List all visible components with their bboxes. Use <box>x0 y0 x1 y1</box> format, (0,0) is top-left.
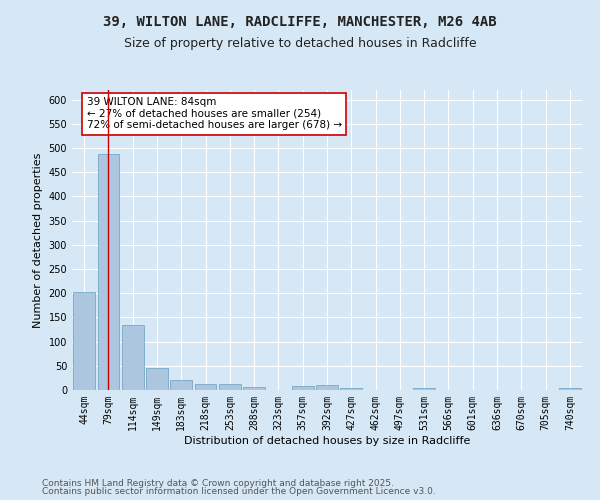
Bar <box>340 388 362 390</box>
Bar <box>122 324 143 390</box>
Bar <box>413 388 435 390</box>
Bar <box>170 380 192 390</box>
X-axis label: Distribution of detached houses by size in Radcliffe: Distribution of detached houses by size … <box>184 436 470 446</box>
Bar <box>97 154 119 390</box>
Text: Contains HM Land Registry data © Crown copyright and database right 2025.: Contains HM Land Registry data © Crown c… <box>42 478 394 488</box>
Text: Size of property relative to detached houses in Radcliffe: Size of property relative to detached ho… <box>124 38 476 51</box>
Y-axis label: Number of detached properties: Number of detached properties <box>33 152 43 328</box>
Bar <box>243 387 265 390</box>
Text: Contains public sector information licensed under the Open Government Licence v3: Contains public sector information licen… <box>42 487 436 496</box>
Bar <box>292 386 314 390</box>
Bar <box>316 385 338 390</box>
Bar <box>194 384 217 390</box>
Bar <box>146 368 168 390</box>
Bar <box>219 384 241 390</box>
Text: 39 WILTON LANE: 84sqm
← 27% of detached houses are smaller (254)
72% of semi-det: 39 WILTON LANE: 84sqm ← 27% of detached … <box>86 98 341 130</box>
Bar <box>559 388 581 390</box>
Bar <box>73 292 95 390</box>
Text: 39, WILTON LANE, RADCLIFFE, MANCHESTER, M26 4AB: 39, WILTON LANE, RADCLIFFE, MANCHESTER, … <box>103 15 497 29</box>
